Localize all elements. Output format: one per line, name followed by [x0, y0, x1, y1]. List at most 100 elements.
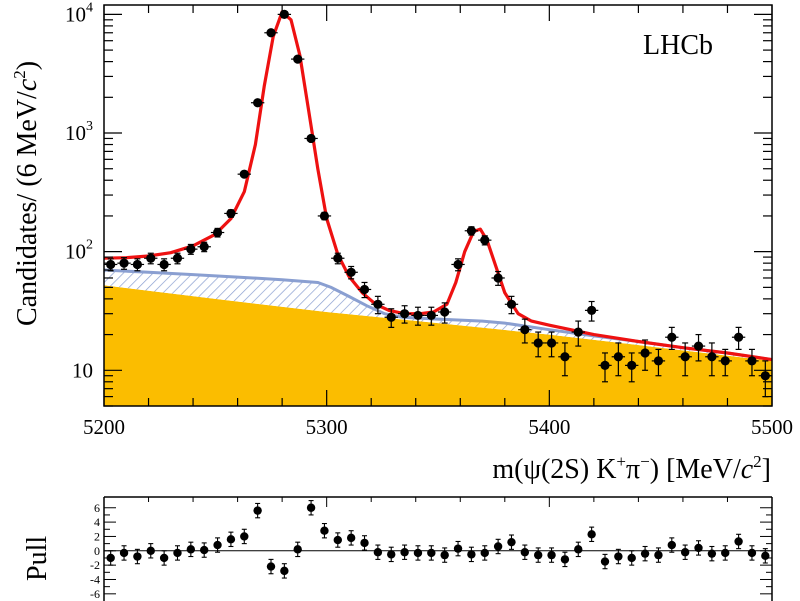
data-marker	[199, 242, 209, 252]
data-marker	[600, 360, 610, 370]
data-marker	[226, 208, 236, 219]
data-marker	[613, 352, 623, 362]
pull-marker	[306, 503, 316, 512]
pull-marker	[213, 540, 222, 550]
pull-marker	[173, 548, 182, 558]
data-marker	[533, 338, 543, 348]
pull-y-tick-label: 6	[94, 501, 100, 515]
x-axis-title: m(ψ(2S) K+π−) [MeV/c2]	[492, 452, 771, 485]
data-point	[184, 243, 198, 255]
y-tick-label: 104	[65, 0, 93, 26]
main-frame	[103, 4, 773, 407]
data-marker	[106, 259, 116, 270]
pull-point	[333, 532, 342, 548]
pull-point	[240, 528, 249, 545]
pull-point	[587, 526, 596, 543]
pull-marker	[667, 540, 676, 550]
data-marker	[506, 299, 517, 309]
pull-marker	[200, 545, 209, 555]
data-marker	[653, 356, 664, 366]
data-marker	[546, 338, 557, 348]
data-marker	[520, 325, 530, 335]
data-marker	[693, 341, 704, 351]
data-point	[438, 302, 452, 324]
data-point	[250, 98, 265, 108]
pull-marker	[747, 548, 757, 558]
data-point	[625, 352, 639, 383]
pull-marker	[480, 548, 489, 558]
pull-marker	[146, 546, 155, 555]
pull-point	[600, 553, 610, 570]
data-marker	[333, 253, 343, 263]
data-point	[571, 320, 585, 347]
pull-point	[186, 541, 196, 558]
data-point	[291, 54, 305, 64]
data-marker	[560, 352, 570, 362]
pull-marker	[253, 506, 262, 515]
pull-marker	[721, 548, 730, 558]
pull-point	[146, 543, 155, 559]
data-marker	[159, 259, 169, 270]
pull-point	[159, 550, 169, 566]
pull-point	[480, 545, 489, 561]
pull-point	[761, 548, 770, 564]
pull-point	[453, 540, 463, 557]
pull-point	[266, 558, 276, 575]
data-marker	[400, 309, 410, 319]
data-point	[304, 133, 318, 144]
pull-marker	[707, 549, 717, 558]
y-tick-label: 10	[72, 358, 93, 382]
data-point	[678, 342, 692, 377]
pull-point	[226, 531, 236, 548]
pull-marker	[346, 533, 356, 543]
data-marker	[293, 54, 303, 64]
data-point	[638, 339, 652, 371]
x-tick-label: 5500	[751, 415, 793, 439]
pull-point	[400, 544, 409, 560]
pull-marker	[534, 550, 543, 560]
data-point	[611, 342, 626, 377]
pull-marker	[507, 537, 516, 547]
data-point	[210, 227, 225, 238]
data-marker	[319, 211, 330, 221]
pull-marker	[400, 548, 409, 557]
data-point	[745, 348, 759, 377]
data-marker	[640, 348, 650, 358]
pull-marker	[680, 548, 690, 557]
pull-point	[640, 545, 650, 562]
data-point	[384, 308, 398, 328]
data-point	[558, 342, 572, 377]
data-point	[357, 281, 372, 299]
pull-marker	[320, 526, 329, 535]
data-point	[144, 252, 158, 265]
data-point	[598, 352, 612, 383]
pull-marker	[333, 535, 342, 545]
data-point	[130, 258, 145, 272]
lhcb-label: LHCb	[643, 30, 713, 61]
data-marker	[239, 169, 249, 179]
data-point	[491, 270, 505, 286]
pull-marker	[440, 550, 449, 560]
pull-y-tick-label: -6	[90, 587, 100, 601]
pull-marker	[761, 551, 770, 561]
data-marker	[480, 235, 490, 245]
pull-point	[413, 545, 423, 561]
data-point	[411, 306, 425, 326]
pull-point	[667, 537, 676, 553]
data-point	[665, 326, 679, 350]
data-point	[731, 326, 746, 350]
data-marker	[212, 227, 223, 238]
pull-point	[440, 547, 449, 563]
data-point	[584, 300, 599, 322]
pull-point	[694, 540, 703, 556]
data-point	[397, 305, 412, 324]
y-tick-label: 103	[65, 119, 93, 145]
data-marker	[359, 284, 370, 295]
pull-point	[200, 542, 209, 558]
data-point	[331, 252, 345, 265]
pull-point	[614, 548, 623, 565]
pull-marker	[587, 530, 596, 539]
pull-point	[547, 547, 556, 563]
